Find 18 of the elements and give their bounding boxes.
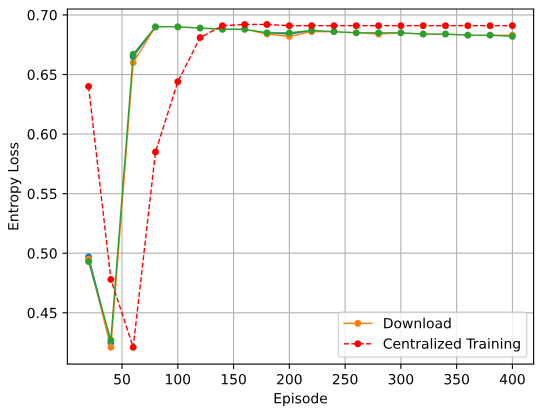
y-tick-label: 0.55	[28, 188, 56, 200]
x-tick-label: 400	[500, 374, 525, 384]
x-tick-label: 200	[277, 374, 302, 384]
y-tick-label: 0.65	[28, 69, 56, 80]
legend-label: Centralized Training	[384, 338, 520, 352]
x-tick-label: 150	[222, 374, 246, 384]
x-tick-label: 300	[388, 374, 414, 384]
y-tick-label: 0.45	[28, 308, 56, 318]
x-tick-label: 350	[444, 374, 469, 384]
legend-label: Download	[384, 318, 451, 328]
y-tick-label: 0.50	[28, 248, 57, 259]
y-tick-label: 0.70	[28, 10, 57, 20]
x-axis-title: Episode	[274, 392, 328, 406]
y-tick-label: 0.60	[28, 129, 57, 140]
x-tick-label: 100	[166, 374, 190, 384]
x-tick-label: 50	[114, 374, 130, 384]
y-axis-title: Entropy Loss	[8, 142, 22, 230]
x-tick-label: 250	[332, 374, 358, 384]
